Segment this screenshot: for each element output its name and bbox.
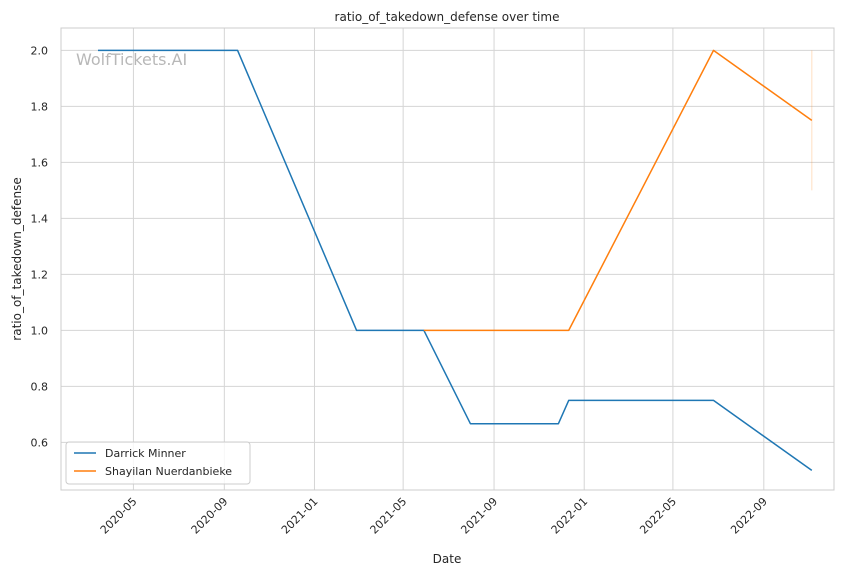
grid-lines (61, 28, 834, 490)
legend-label-darrick-minner: Darrick Minner (105, 447, 186, 460)
series-line-darrick-minner (98, 49, 813, 472)
y-tick-label: 0.8 (31, 380, 49, 393)
legend-label-shayilan-nuerdanbieke: Shayilan Nuerdanbieke (105, 465, 232, 478)
chart-title: ratio_of_takedown_defense over time (335, 10, 560, 24)
y-tick-label: 1.6 (31, 156, 49, 169)
x-tick-label: 2022-09 (728, 495, 770, 537)
x-tick-label: 2021-05 (368, 495, 410, 537)
series-layer (98, 49, 813, 472)
y-tick-label: 1.2 (31, 268, 49, 281)
y-tick-label: 1.0 (31, 324, 49, 337)
x-tick-label: 2020-09 (189, 495, 231, 537)
x-axis-title: Date (433, 552, 462, 566)
legend-box (65, 441, 251, 485)
y-tick-label: 1.8 (31, 100, 49, 113)
plot-area-frame (60, 27, 835, 491)
y-tick-labels: 0.6 0.8 1.0 1.2 1.4 1.6 1.8 2.0 (31, 44, 49, 449)
y-tick-label: 0.6 (31, 436, 49, 449)
y-tick-label: 2.0 (31, 44, 49, 57)
x-tick-label: 2022-05 (637, 495, 679, 537)
x-tick-label: 2022-01 (549, 495, 591, 537)
y-tick-label: 1.4 (31, 212, 49, 225)
x-tick-label: 2021-09 (458, 495, 500, 537)
x-tick-labels: 2020-05 2020-09 2021-01 2021-05 2021-09 2022-… (98, 495, 770, 537)
x-tick-label: 2021-01 (279, 495, 321, 537)
y-axis-title: ratio_of_takedown_defense (10, 177, 24, 340)
series-line-shayilan-nuerdanbieke (423, 49, 813, 332)
watermark: WolfTickets.AI (76, 50, 187, 69)
x-tick-label: 2020-05 (98, 495, 140, 537)
legend: Darrick Minner Shayilan Nuerdanbieke (65, 441, 251, 485)
